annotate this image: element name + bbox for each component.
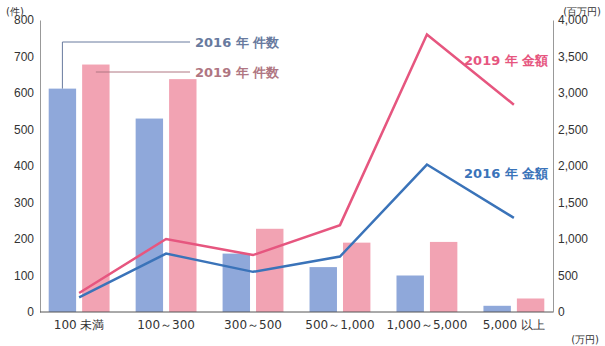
line	[79, 35, 514, 293]
x-tick-label: 500～1,000	[305, 318, 374, 332]
plot: 010020030040050060070080005001,0001,5002…	[14, 13, 588, 332]
x-tick-label: 300～500	[224, 318, 282, 332]
bar	[49, 89, 76, 312]
bar	[483, 306, 510, 312]
y2-tick: 0	[553, 305, 565, 319]
y2-tick-label: 2,000	[558, 159, 588, 173]
y-tick-label: 600	[14, 86, 34, 100]
series-labels: 2016 年 件数 2019 年 件数 2016 年 金額 2019 年 金額	[62, 35, 548, 181]
y-tick-label: 400	[14, 159, 34, 173]
y2-tick: 1,000	[553, 232, 588, 246]
bar-series	[82, 65, 544, 312]
y-tick-label: 300	[14, 196, 34, 210]
bar	[430, 242, 457, 312]
y-tick: 600	[14, 86, 40, 100]
y-tick-label: 200	[14, 232, 34, 246]
bar	[82, 65, 109, 312]
y2-tick-label: 3,000	[558, 86, 588, 100]
bar	[169, 79, 196, 312]
y2-tick-label: 500	[558, 269, 578, 283]
y2-tick: 500	[553, 269, 578, 283]
y2-axis: 05001,0001,5002,0002,5003,0003,5004,000	[553, 13, 588, 319]
y2-tick: 3,500	[553, 50, 588, 64]
bar	[136, 119, 163, 312]
y2-tick-label: 1,500	[558, 196, 588, 210]
series-label: 2019 年 件数	[195, 65, 280, 80]
series-label: 2016 年 件数	[195, 35, 280, 50]
line	[79, 165, 514, 298]
series-label: 2016 年 金額	[464, 166, 548, 181]
y-axis-title: (件)	[6, 6, 24, 17]
y2-axis-title: (百万円)	[563, 6, 601, 17]
y2-tick: 2,500	[553, 123, 588, 137]
x-tick-label: 100～300	[137, 318, 195, 332]
y-tick-label: 100	[14, 269, 34, 283]
bar	[517, 298, 544, 312]
chart: 010020030040050060070080005001,0001,5002…	[0, 0, 605, 346]
bar	[396, 276, 423, 313]
y-tick: 300	[14, 196, 40, 210]
bar	[223, 254, 250, 312]
y-tick: 700	[14, 50, 40, 64]
x-axis-line	[40, 312, 553, 313]
y-tick: 100	[14, 269, 40, 283]
y-axis: 0100200300400500600700800	[14, 13, 41, 319]
y-tick-label: 700	[14, 50, 34, 64]
x-tick-label: 1,000～5,000	[387, 318, 468, 332]
y-tick-label: 0	[27, 305, 34, 319]
y-tick: 0	[27, 305, 40, 319]
x-axis: 100 未満 100～300 300～500 500～1,000 1,000～5,000…	[54, 318, 545, 332]
y-tick: 200	[14, 232, 40, 246]
x-tick-label: 100 未満	[54, 318, 105, 332]
label-leader	[62, 42, 190, 89]
y-tick: 400	[14, 159, 40, 173]
y-axis-line	[40, 21, 41, 313]
y2-tick-label: 0	[558, 305, 565, 319]
bar	[310, 267, 337, 312]
y2-axis-line	[553, 21, 554, 313]
label-leader	[96, 72, 190, 73]
y2-tick: 2,000	[553, 159, 588, 173]
x-tick-label: 5,000 以上	[483, 318, 545, 332]
y2-tick-label: 3,500	[558, 50, 588, 64]
y-tick: 500	[14, 123, 40, 137]
x-axis-title: (万円)	[571, 334, 599, 345]
y-tick-label: 500	[14, 123, 34, 137]
series-label: 2019 年 金額	[464, 53, 548, 68]
y2-tick-label: 1,000	[558, 232, 588, 246]
y2-tick-label: 2,500	[558, 123, 588, 137]
y2-tick: 1,500	[553, 196, 588, 210]
bar	[343, 243, 370, 312]
y2-tick: 3,000	[553, 86, 588, 100]
